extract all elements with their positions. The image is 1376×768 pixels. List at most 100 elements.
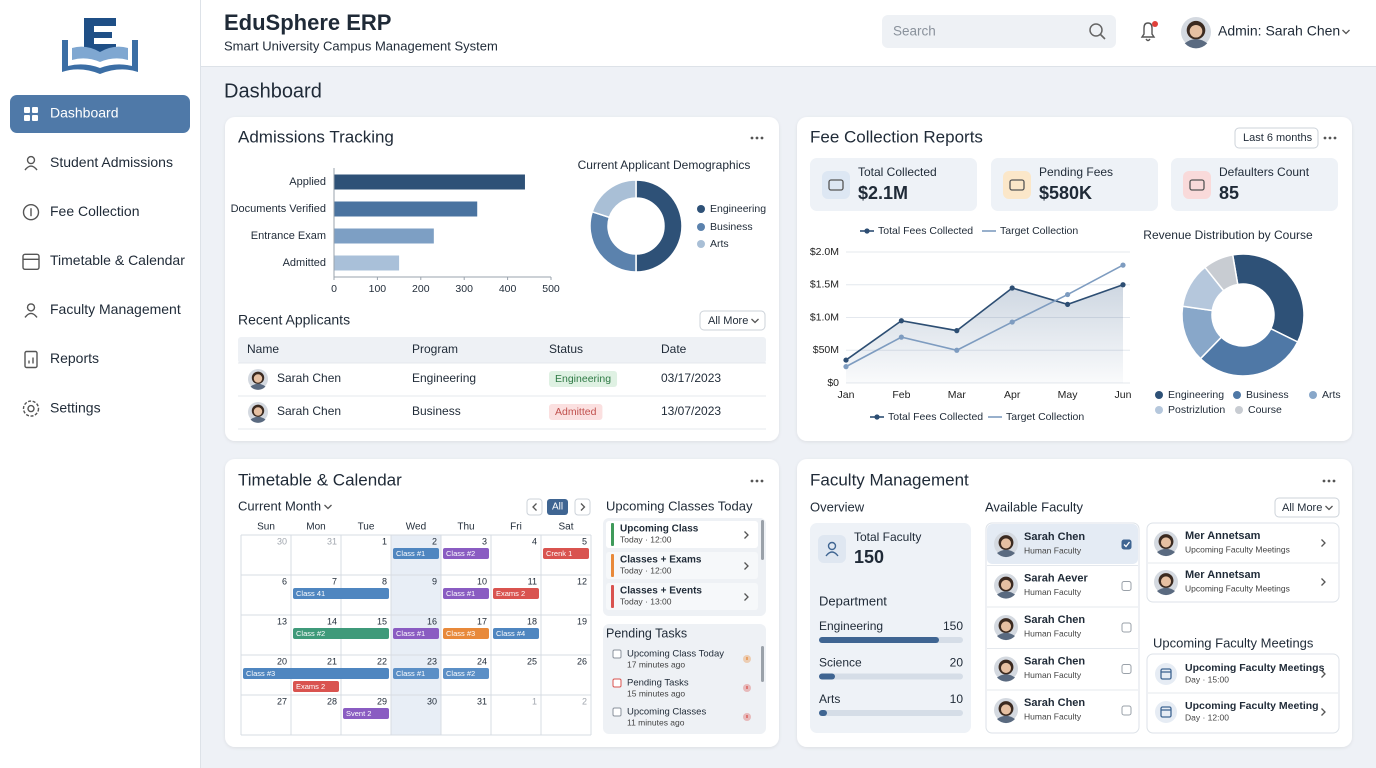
chevron-icon[interactable] — [744, 531, 749, 539]
checkbox[interactable] — [1121, 581, 1132, 591]
checkbox[interactable] — [1121, 705, 1132, 716]
calendar-event[interactable] — [293, 681, 339, 692]
event-label[interactable]: Class #1 — [396, 549, 425, 558]
chevron-icon[interactable] — [1321, 578, 1326, 586]
chevron-icon[interactable] — [532, 503, 537, 511]
bar-label: Science — [819, 656, 862, 670]
nav-item[interactable]: Settings — [50, 399, 101, 415]
checkbox[interactable] — [612, 707, 622, 717]
event-label[interactable]: Exams 2 — [296, 682, 325, 691]
event-label[interactable]: Class 41 — [296, 589, 325, 598]
contact-name[interactable]: Mer Annetsam — [1185, 530, 1261, 542]
calendar-event[interactable] — [243, 668, 389, 679]
calendar-event[interactable] — [293, 628, 389, 639]
checkbox[interactable] — [612, 649, 622, 659]
user-name[interactable]: Admin: Sarah Chen — [1218, 23, 1340, 39]
calendar-event[interactable] — [293, 588, 389, 599]
meeting-title[interactable]: Upcoming Faculty Meeting — [1185, 700, 1319, 712]
filter-label[interactable]: All — [552, 502, 563, 513]
checkbox[interactable] — [1121, 664, 1132, 674]
bell-icon[interactable] — [1140, 22, 1156, 42]
calendar-event[interactable] — [393, 548, 439, 559]
nav-item[interactable]: Faculty Management — [50, 301, 181, 317]
line-series — [845, 283, 1124, 361]
event-label[interactable]: Class #3 — [246, 669, 275, 678]
chevron-icon[interactable] — [1342, 29, 1350, 35]
chevron-icon[interactable] — [580, 503, 586, 511]
chevron-icon[interactable] — [744, 593, 749, 601]
list-item[interactable] — [606, 583, 758, 610]
nav-button[interactable] — [526, 498, 543, 516]
nav-item[interactable]: Dashboard — [50, 105, 119, 121]
event-label[interactable]: Class #2 — [446, 669, 475, 678]
bar-label: Applied — [289, 176, 326, 188]
calendar-event[interactable] — [343, 708, 389, 719]
calendar-icon — [1160, 668, 1172, 680]
chevron-icon[interactable] — [744, 562, 749, 570]
bar — [819, 710, 827, 716]
nav-item[interactable]: Timetable & Calendar — [50, 252, 185, 268]
calendar-event[interactable] — [493, 628, 539, 639]
calendar-event[interactable] — [443, 548, 489, 559]
calendar-event[interactable] — [443, 628, 489, 639]
event-label[interactable]: Class #2 — [446, 549, 475, 558]
checkbox[interactable] — [1121, 539, 1132, 550]
calendar-event[interactable] — [443, 588, 489, 599]
nav-item[interactable]: Reports — [50, 350, 99, 366]
cell: 03/17/2023 — [661, 371, 721, 385]
event-label[interactable]: Class #2 — [296, 629, 325, 638]
nav-active[interactable] — [10, 95, 190, 133]
day-number: 15 — [377, 616, 387, 626]
event-label[interactable]: Svent 2 — [346, 709, 371, 718]
faculty-name[interactable]: Sarah Chen — [1024, 697, 1085, 709]
nav-item[interactable]: Fee Collection — [50, 203, 140, 219]
filter-button[interactable] — [547, 499, 568, 515]
nav-button[interactable] — [574, 498, 591, 516]
meeting-title[interactable]: Upcoming Faculty Meetings — [1185, 662, 1325, 674]
faculty-name[interactable]: Sarah Chen — [1024, 614, 1085, 626]
button[interactable] — [1234, 127, 1319, 149]
faculty-name[interactable]: Sarah Aever — [1024, 572, 1089, 584]
chevron-icon[interactable] — [751, 318, 759, 324]
list-item[interactable] — [606, 521, 758, 548]
chevron-icon[interactable] — [1321, 708, 1326, 716]
checkbox[interactable] — [1121, 622, 1132, 633]
button-label[interactable]: All More — [708, 315, 748, 327]
event-label[interactable]: Class #1 — [396, 629, 425, 638]
event-label[interactable]: Class #4 — [496, 629, 525, 638]
calendar-event[interactable] — [443, 668, 489, 679]
legend-marker — [697, 205, 705, 213]
calendar-event[interactable] — [393, 668, 439, 679]
checkbox[interactable] — [612, 678, 622, 688]
calendar-event[interactable] — [493, 588, 539, 599]
legend-label: Engineering — [710, 203, 766, 215]
event-label[interactable]: Class #3 — [446, 629, 475, 638]
day-number: 22 — [377, 656, 387, 666]
event-label[interactable]: Exams 2 — [496, 589, 525, 598]
status-pill — [549, 404, 603, 420]
list-item[interactable] — [606, 552, 758, 579]
event-label[interactable]: Class #1 — [396, 669, 425, 678]
button[interactable] — [1274, 497, 1340, 518]
contact-name[interactable]: Mer Annetsam — [1185, 569, 1261, 581]
period-select[interactable]: Current Month — [238, 498, 321, 513]
more-icon — [750, 136, 754, 140]
chevron-icon[interactable] — [1321, 539, 1326, 547]
faculty-name[interactable]: Sarah Chen — [1024, 531, 1085, 543]
button-label[interactable]: Last 6 months — [1243, 132, 1313, 144]
calendar-event[interactable] — [393, 628, 439, 639]
x-tick-label: Apr — [1004, 389, 1021, 401]
legend-label: Course — [1248, 404, 1282, 416]
weekday: Tue — [358, 522, 375, 533]
button-label[interactable]: All More — [1282, 502, 1322, 514]
chevron-icon[interactable] — [324, 504, 332, 510]
calendar-event[interactable] — [543, 548, 589, 559]
search-box[interactable] — [882, 15, 1116, 48]
event-label[interactable]: Class #1 — [446, 589, 475, 598]
event-label[interactable]: Crenk 1 — [546, 549, 572, 558]
chevron-icon[interactable] — [1325, 505, 1333, 511]
button[interactable] — [699, 310, 766, 331]
nav-item[interactable]: Student Admissions — [50, 154, 173, 170]
faculty-name[interactable]: Sarah Chen — [1024, 655, 1085, 667]
chevron-icon[interactable] — [1321, 670, 1326, 678]
